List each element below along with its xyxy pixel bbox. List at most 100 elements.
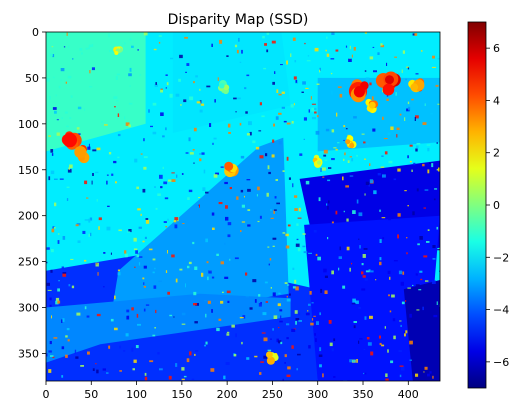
heatmap-speckle (402, 271, 405, 275)
heatmap-speckle (407, 287, 411, 289)
heatmap-speckle (95, 363, 97, 365)
heatmap-speckle (108, 345, 111, 349)
heatmap-speckle (276, 202, 280, 205)
heatmap-speckle (338, 256, 342, 259)
heatmap-speckle (119, 370, 122, 372)
heatmap-speckle (302, 245, 306, 248)
heatmap-hotspot (74, 146, 87, 159)
heatmap-speckle (145, 304, 150, 306)
heatmap-speckle (205, 341, 208, 345)
heatmap-speckle (134, 158, 138, 163)
heatmap-speckle (276, 338, 279, 343)
heatmap-speckle (89, 217, 93, 221)
plot-area (46, 32, 440, 381)
heatmap-speckle (160, 89, 163, 93)
heatmap-speckle (316, 115, 319, 118)
heatmap-speckle (114, 106, 116, 108)
heatmap-speckle (224, 276, 229, 279)
heatmap-speckle (66, 198, 69, 201)
heatmap-speckle (399, 374, 402, 378)
heatmap-speckle (379, 335, 381, 339)
heatmap-speckle (189, 96, 194, 101)
heatmap-speckle (270, 217, 274, 219)
heatmap-speckle (409, 144, 413, 147)
heatmap-speckle (65, 81, 67, 84)
heatmap-speckle (413, 162, 416, 166)
heatmap-speckle (311, 103, 316, 105)
heatmap-speckle (66, 328, 70, 331)
heatmap-speckle (282, 378, 284, 381)
heatmap-speckle (322, 167, 326, 171)
heatmap-speckle (169, 93, 173, 98)
heatmap-speckle (138, 262, 141, 266)
heatmap-speckle (199, 153, 201, 155)
heatmap-speckle (261, 115, 265, 118)
heatmap-speckle (55, 297, 60, 302)
plot-frame (45, 31, 441, 382)
heatmap-speckle (412, 284, 414, 286)
heatmap-speckle (267, 349, 272, 351)
heatmap-speckle (308, 252, 312, 254)
heatmap-speckle (326, 36, 328, 39)
heatmap-speckle (174, 224, 178, 229)
heatmap-speckle (432, 375, 434, 379)
heatmap-speckle (185, 71, 187, 73)
heatmap-speckle (295, 318, 300, 321)
heatmap-speckle (319, 364, 322, 368)
heatmap-speckle (423, 255, 428, 258)
heatmap-speckle (407, 67, 410, 70)
heatmap-speckle (66, 186, 70, 188)
heatmap-speckle (252, 279, 257, 283)
heatmap-speckle (346, 246, 350, 251)
colorbar: −6 −4 −2 0 2 4 6 (467, 21, 509, 389)
heatmap-speckle (257, 220, 260, 223)
heatmap-speckle (400, 324, 402, 327)
heatmap-speckle (65, 354, 68, 358)
heatmap-speckle (52, 107, 57, 110)
x-tick-label: 200 (217, 388, 238, 401)
heatmap-speckle (296, 223, 299, 226)
heatmap-speckle (423, 207, 426, 209)
heatmap-speckle (367, 187, 369, 190)
heatmap-speckle (166, 82, 169, 86)
heatmap-speckle (59, 178, 64, 180)
heatmap-speckle (356, 154, 358, 157)
heatmap-speckle (381, 344, 385, 347)
heatmap-speckle (330, 58, 335, 60)
heatmap-speckle (160, 186, 163, 189)
heatmap-speckle (196, 101, 201, 104)
heatmap-speckle (163, 221, 167, 223)
heatmap-speckle (352, 298, 356, 303)
heatmap-speckle (351, 262, 353, 265)
heatmap-speckle (308, 303, 311, 306)
heatmap-speckle (320, 288, 323, 293)
heatmap-speckle (182, 223, 185, 225)
heatmap-speckle (125, 313, 128, 317)
heatmap-speckle (72, 58, 74, 60)
heatmap-speckle (391, 294, 395, 298)
heatmap-speckle (324, 275, 328, 278)
heatmap-speckle (92, 149, 97, 152)
heatmap-speckle (75, 356, 79, 359)
heatmap-speckle (372, 46, 375, 48)
heatmap-speckle (208, 270, 212, 274)
heatmap-speckle (224, 181, 228, 185)
heatmap-speckle (364, 158, 367, 160)
heatmap-speckle (408, 106, 411, 111)
heatmap-speckle (98, 217, 102, 221)
heatmap-speckle (226, 290, 231, 294)
y-tick-label: 0 (32, 26, 39, 39)
heatmap-speckle (154, 84, 158, 87)
heatmap-speckle (149, 360, 154, 363)
heatmap-speckle (328, 320, 332, 324)
x-axis: 0 50 100 150 200 250 300 350 400 (43, 381, 419, 401)
heatmap-speckle (136, 186, 139, 190)
heatmap-speckle (128, 102, 133, 105)
heatmap-speckle (323, 149, 328, 154)
heatmap-speckle (266, 32, 270, 35)
heatmap-speckle (148, 109, 150, 113)
heatmap-speckle (343, 139, 345, 141)
heatmap-speckle (436, 168, 439, 171)
heatmap-speckle (269, 258, 272, 261)
heatmap-speckle (272, 237, 277, 240)
